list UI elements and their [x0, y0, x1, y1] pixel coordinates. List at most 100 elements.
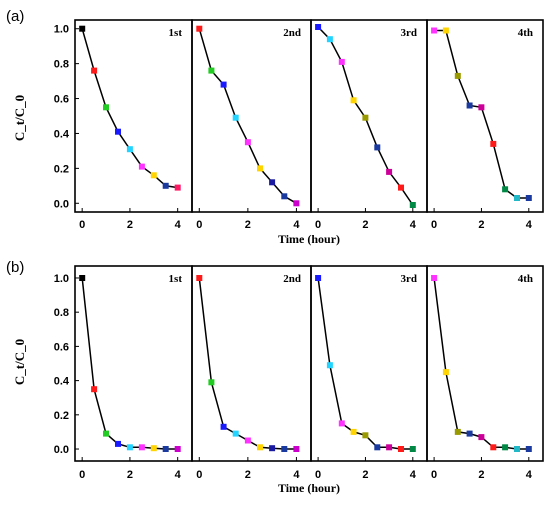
y-tick-label: 0.4 [54, 376, 70, 388]
data-point [79, 25, 86, 32]
y-axis-label: C_t/C_0 [12, 339, 27, 385]
y-tick-label: 0.8 [54, 59, 69, 71]
x-tick-label: 0 [431, 219, 437, 231]
y-tick-label: 0.4 [54, 128, 70, 140]
data-point [244, 437, 251, 444]
data-point [196, 25, 203, 32]
x-tick-label: 0 [315, 219, 321, 231]
y-tick-label: 0.6 [54, 341, 69, 353]
subplot-frame [74, 265, 193, 462]
y-tick-label: 0.0 [54, 198, 69, 210]
data-point [293, 200, 300, 207]
series-line [433, 277, 529, 450]
data-point [244, 139, 251, 146]
subplot-3rd: 3rd 0 2 4 [310, 19, 428, 231]
data-point [338, 58, 345, 65]
data-point [196, 275, 203, 281]
y-tick-label: 1.0 [54, 273, 69, 285]
y-tick-label: 0.6 [54, 94, 69, 106]
subplot-frame [74, 19, 193, 213]
data-point [454, 72, 461, 79]
data-point [502, 186, 509, 193]
subplot-2nd: 2nd 0 2 4 [191, 265, 312, 481]
data-point [91, 386, 98, 393]
x-tick-label: 2 [478, 469, 484, 481]
subplot-frame [426, 265, 544, 462]
data-point [91, 67, 98, 74]
subplot-frame [426, 19, 544, 213]
subplot-title: 4th [518, 27, 533, 39]
data-point [174, 184, 181, 191]
data-point [150, 172, 157, 179]
x-tick-label: 2 [362, 219, 368, 231]
data-point [362, 114, 369, 121]
data-point [338, 420, 345, 427]
panel-label: (a) [6, 8, 24, 25]
data-point [115, 128, 121, 135]
data-point [315, 275, 322, 281]
data-point [232, 430, 239, 437]
data-point [208, 379, 215, 386]
data-point [442, 369, 449, 376]
data-point [431, 275, 438, 281]
series-line [81, 28, 178, 189]
data-point [103, 104, 109, 111]
data-point [162, 446, 169, 452]
data-point [150, 445, 157, 452]
data-point [220, 423, 227, 430]
x-tick-label: 2 [245, 219, 251, 231]
subplot-frame [191, 19, 312, 213]
x-tick-label: 2 [362, 469, 368, 481]
data-point [374, 144, 381, 151]
data-point [208, 67, 215, 74]
data-point [514, 195, 520, 201]
subplot-title: 2nd [283, 27, 301, 39]
data-point [386, 444, 393, 451]
subplot-title: 4th [518, 273, 533, 285]
x-tick-label: 4 [410, 469, 417, 481]
subplot-title: 1st [169, 273, 183, 285]
data-point [174, 446, 181, 452]
data-point [162, 182, 169, 189]
subplot-title: 2nd [283, 273, 301, 285]
data-point [442, 27, 449, 34]
data-point [374, 444, 381, 451]
data-point [269, 179, 276, 186]
subplot-2nd: 2nd 0 2 4 [191, 19, 312, 231]
x-tick-label: 2 [478, 219, 484, 231]
data-point [232, 114, 239, 121]
series-line [198, 28, 297, 204]
subplot-title: 3rd [401, 27, 418, 39]
data-point [293, 446, 300, 452]
subplot-3rd: 3rd 0 2 4 [310, 265, 428, 481]
data-point [257, 444, 263, 451]
data-point [326, 36, 333, 43]
y-tick-label: 0.0 [54, 444, 69, 456]
panel-label: (b) [6, 259, 24, 276]
data-point [220, 81, 227, 88]
x-tick-label: 4 [526, 469, 533, 481]
series-line [198, 277, 297, 450]
data-point [362, 432, 369, 439]
x-tick-label: 4 [293, 219, 300, 231]
y-tick-label: 0.8 [54, 307, 69, 319]
x-tick-label: 0 [196, 219, 202, 231]
x-tick-label: 4 [293, 469, 300, 481]
data-point [281, 446, 288, 452]
x-tick-label: 4 [175, 219, 182, 231]
data-point [525, 195, 532, 201]
subplot-title: 1st [169, 27, 183, 39]
data-point [478, 104, 485, 111]
y-axis-label: C_t/C_0 [12, 95, 27, 141]
data-point [326, 362, 333, 369]
x-tick-label: 0 [196, 469, 202, 481]
series-line [434, 29, 529, 199]
data-point [466, 430, 473, 437]
data-point [490, 140, 497, 147]
x-tick-label: 0 [79, 469, 85, 481]
subplot-frame [310, 19, 428, 213]
data-point [398, 184, 404, 191]
data-point [525, 446, 532, 452]
y-tick-label: 0.2 [54, 410, 69, 422]
